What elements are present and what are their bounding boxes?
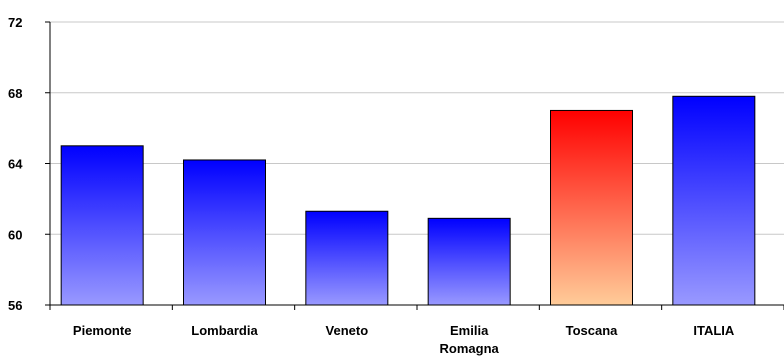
x-category-label: ITALIA <box>693 323 735 338</box>
x-category-label: Emilia Romagna <box>440 323 500 356</box>
bars <box>60 95 756 306</box>
bar-lombardia <box>183 159 266 306</box>
x-category-label: Lombardia <box>191 323 258 338</box>
bar-piemonte <box>60 145 144 306</box>
x-category-labels: Piemonte Lombardia Veneto Emilia Romagna Tosc… <box>73 323 735 356</box>
bar-veneto <box>305 210 389 306</box>
y-tick-label: 68 <box>8 86 22 101</box>
bar-italia <box>672 95 756 306</box>
y-tick-label: 60 <box>8 227 22 242</box>
y-tick-label: 64 <box>8 157 23 172</box>
gridlines <box>50 21 784 235</box>
bar-emilia-romagna <box>427 217 511 306</box>
x-category-label: Veneto <box>326 323 369 338</box>
axes <box>45 21 784 310</box>
x-category-label: Toscana <box>566 323 619 338</box>
y-tick-label: 72 <box>8 15 22 30</box>
y-tick-labels: 56 60 64 68 72 <box>8 15 23 313</box>
y-tick-label: 56 <box>8 298 22 313</box>
x-category-label: Piemonte <box>73 323 132 338</box>
bar-toscana <box>550 109 633 306</box>
